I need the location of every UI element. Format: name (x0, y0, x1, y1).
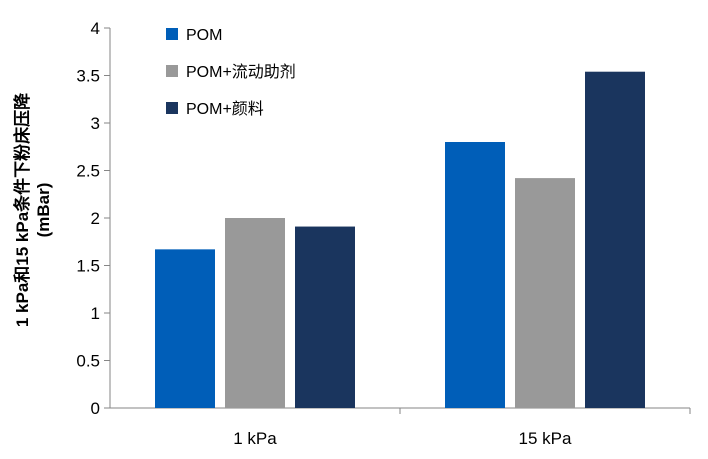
y-tick-label: 2 (91, 209, 100, 228)
y-axis-title-line2: (mBar) (34, 183, 53, 238)
bar (585, 71, 645, 408)
bar (445, 142, 505, 408)
legend-label: POM+颜料 (186, 100, 264, 118)
y-tick-label: 1.5 (76, 257, 100, 276)
legend-swatch (166, 102, 178, 114)
legend-label: POM (186, 27, 222, 44)
y-tick-label: 3 (91, 114, 100, 133)
x-category-labels: 1 kPa 15 kPa (233, 429, 572, 448)
y-tick-label: 0 (91, 399, 100, 418)
bar (295, 226, 355, 408)
legend-swatch (166, 28, 178, 40)
bar (225, 218, 285, 408)
bar (155, 249, 215, 408)
x-category-label: 15 kPa (519, 429, 572, 448)
y-tick-labels: 0 0.5 1 1.5 2 2.5 3 3.5 4 (76, 19, 100, 418)
legend-swatch (166, 65, 178, 77)
y-tick-label: 3.5 (76, 67, 100, 86)
y-tick-label: 4 (91, 19, 100, 38)
bars (155, 71, 645, 408)
y-axis-title-line1: 1 kPa和15 kPa条件下粉床压降 (12, 92, 32, 327)
legend: POM POM+流动助剂 POM+颜料 (166, 27, 296, 118)
y-axis-title: 1 kPa和15 kPa条件下粉床压降 (mBar) (12, 92, 53, 327)
legend-label: POM+流动助剂 (186, 63, 296, 81)
y-tick-label: 2.5 (76, 162, 100, 181)
y-tick-label: 0.5 (76, 352, 100, 371)
y-tick-label: 1 (91, 304, 100, 323)
x-category-label: 1 kPa (233, 429, 277, 448)
bar (515, 178, 575, 408)
